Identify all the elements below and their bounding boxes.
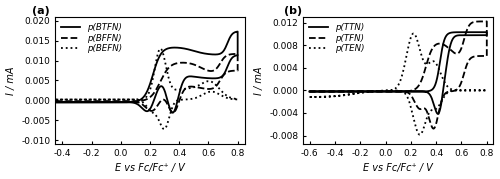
p(BTFN) xyxy=(100,101,106,103)
p(TFN) xyxy=(306,90,312,93)
p(BEFN) xyxy=(52,98,58,101)
p(BEFN) xyxy=(211,82,217,84)
p(BEFN) xyxy=(158,48,164,50)
p(BTFN) xyxy=(52,101,58,103)
p(TEN) xyxy=(366,91,372,93)
Line: p(TTN): p(TTN) xyxy=(310,32,487,114)
p(BEFN) xyxy=(161,128,167,130)
p(BFFN) xyxy=(100,100,106,103)
p(TEN) xyxy=(354,92,360,94)
p(TTN) xyxy=(484,31,490,33)
p(BEFN) xyxy=(225,97,231,99)
p(BFFN) xyxy=(52,100,58,103)
X-axis label: E vs Fc/Fc⁺ / V: E vs Fc/Fc⁺ / V xyxy=(115,163,185,173)
p(TFN) xyxy=(306,90,312,93)
p(BTFN) xyxy=(218,76,224,78)
p(BEFN) xyxy=(100,98,106,101)
p(TEN) xyxy=(426,62,432,64)
p(BFFN) xyxy=(218,78,224,81)
p(BTFN) xyxy=(114,101,119,103)
p(BEFN) xyxy=(176,89,182,91)
Line: p(BFFN): p(BFFN) xyxy=(55,54,238,113)
p(TFN) xyxy=(366,90,372,93)
p(TEN) xyxy=(410,32,416,35)
p(BTFN) xyxy=(170,112,175,114)
p(BFFN) xyxy=(114,100,119,103)
p(TEN) xyxy=(306,96,312,98)
p(TFN) xyxy=(474,55,480,57)
p(BEFN) xyxy=(52,98,58,101)
Text: (a): (a) xyxy=(32,6,50,16)
Text: (b): (b) xyxy=(284,6,302,16)
p(TTN) xyxy=(306,90,312,93)
p(BFFN) xyxy=(210,69,216,72)
p(TEN) xyxy=(460,89,466,91)
p(TTN) xyxy=(426,90,432,92)
p(TFN) xyxy=(430,127,436,130)
Legend: p(TTN), p(TFN), p(TEN): p(TTN), p(TFN), p(TEN) xyxy=(308,21,366,55)
p(BFFN) xyxy=(175,62,181,64)
Line: p(TEN): p(TEN) xyxy=(310,33,487,135)
p(TEN) xyxy=(417,134,423,136)
Line: p(TFN): p(TFN) xyxy=(310,21,487,129)
p(BTFN) xyxy=(225,64,231,66)
p(TTN) xyxy=(366,90,372,93)
p(BEFN) xyxy=(114,98,119,101)
p(TFN) xyxy=(467,58,473,60)
p(TTN) xyxy=(435,113,441,115)
Legend: p(BTFN), p(BFFN), p(BEFN): p(BTFN), p(BFFN), p(BEFN) xyxy=(60,21,124,55)
p(BTFN) xyxy=(175,47,181,49)
p(BFFN) xyxy=(170,112,176,114)
p(TFN) xyxy=(354,90,360,93)
Line: p(BEFN): p(BEFN) xyxy=(55,49,238,129)
Line: p(BTFN): p(BTFN) xyxy=(55,32,238,113)
p(TFN) xyxy=(426,55,432,57)
p(BTFN) xyxy=(234,30,240,33)
p(TTN) xyxy=(460,31,466,33)
p(BFFN) xyxy=(52,100,58,103)
p(BFFN) xyxy=(225,71,231,73)
p(BTFN) xyxy=(210,53,216,55)
p(TTN) xyxy=(306,90,312,93)
p(BFFN) xyxy=(234,53,240,55)
p(TTN) xyxy=(474,34,480,36)
p(TFN) xyxy=(460,41,466,43)
p(BTFN) xyxy=(52,101,58,103)
p(TEN) xyxy=(467,89,473,91)
p(TEN) xyxy=(306,96,312,98)
p(TTN) xyxy=(467,34,473,36)
p(TFN) xyxy=(480,20,486,23)
p(TTN) xyxy=(354,90,360,93)
p(TEN) xyxy=(474,89,480,91)
X-axis label: E vs Fc/Fc⁺ / V: E vs Fc/Fc⁺ / V xyxy=(364,163,433,173)
Y-axis label: I / mA: I / mA xyxy=(6,66,16,95)
Y-axis label: I / mA: I / mA xyxy=(254,66,264,95)
p(BEFN) xyxy=(218,94,224,96)
